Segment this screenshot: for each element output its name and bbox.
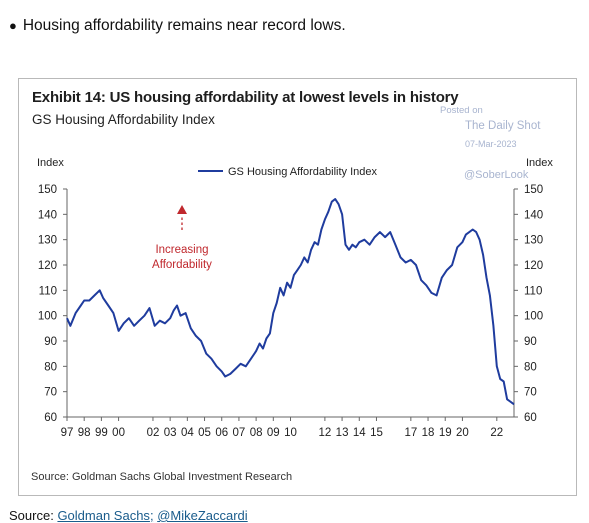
y-tick-label-right: 110 [524, 285, 542, 297]
source-link-zaccardi[interactable]: @MikeZaccardi [157, 508, 248, 523]
y-tick-label-left: 60 [44, 412, 57, 424]
source-note: Source: Goldman Sachs Global Investment … [31, 471, 293, 483]
x-tick-label: 98 [78, 427, 91, 439]
x-tick-label: 04 [181, 427, 194, 439]
y-tick-label-left: 140 [38, 209, 57, 221]
bullet-text: ● Housing affordability remains near reco… [9, 17, 346, 35]
exhibit-title: Exhibit 14: US housing affordability at … [32, 89, 459, 106]
bullet-text-label: Housing affordability remains near recor… [22, 17, 346, 34]
y-tick-label-left: 90 [44, 336, 57, 348]
series-line [66, 198, 515, 406]
x-tick-label: 97 [61, 427, 74, 439]
legend-label: GS Housing Affordability Index [228, 166, 377, 178]
watermark-site: The Daily Shot [465, 120, 541, 132]
x-tick-label: 22 [490, 427, 503, 439]
chart-plot: Index Index GS Housing Affordability Ind… [37, 157, 553, 439]
x-tick-label: 07 [233, 427, 246, 439]
exhibit-subtitle: GS Housing Affordability Index [32, 112, 215, 127]
y-tick-label-right: 100 [524, 311, 543, 323]
y-tick-label-right: 150 [524, 184, 543, 196]
annotation-line1: Increasing [155, 244, 208, 256]
watermark-posted-on: Posted on [440, 105, 483, 116]
y-axis-label-left: Index [37, 157, 64, 169]
x-tick-label: 00 [112, 427, 125, 439]
y-tick-label-left: 100 [38, 311, 57, 323]
watermark-date: 07-Mar-2023 [465, 139, 517, 149]
y-tick-label-right: 120 [524, 260, 543, 272]
x-tick-label: 12 [318, 427, 331, 439]
source-link-goldman-text: Goldman Sachs [57, 508, 150, 523]
y-tick-label-left: 110 [39, 285, 57, 297]
x-tick-label: 10 [284, 427, 297, 439]
y-tick-label-right: 130 [524, 235, 543, 247]
source-link-goldman[interactable]: Goldman Sachs; [57, 508, 154, 523]
exhibit-panel: Exhibit 14: US housing affordability at … [18, 78, 577, 496]
bullet-icon: ● [9, 18, 17, 33]
source-line: Source: Goldman Sachs; @MikeZaccardi [9, 508, 248, 523]
y-tick-label-left: 150 [38, 184, 57, 196]
y-axis-label-right: Index [526, 157, 553, 169]
y-tick-label-left: 130 [38, 235, 57, 247]
x-tick-label: 03 [164, 427, 177, 439]
x-tick-label: 09 [267, 427, 280, 439]
y-tick-label-right: 60 [524, 412, 537, 424]
y-tick-label-right: 140 [524, 209, 543, 221]
x-tick-label: 13 [336, 427, 349, 439]
y-tick-label-right: 80 [524, 361, 537, 373]
x-tick-label: 99 [95, 427, 108, 439]
y-tick-label-right: 70 [524, 387, 537, 399]
x-tick-label: 14 [353, 427, 366, 439]
x-tick-label: 19 [439, 427, 452, 439]
annotation-line2: Affordability [152, 259, 212, 271]
x-tick-label: 08 [250, 427, 263, 439]
y-tick-label-left: 120 [38, 260, 57, 272]
y-tick-label-left: 70 [44, 387, 57, 399]
x-tick-label: 20 [456, 427, 469, 439]
arrow-up-icon [177, 205, 187, 214]
source-label: Source: [9, 508, 54, 523]
x-tick-label: 17 [404, 427, 417, 439]
x-tick-label: 15 [370, 427, 383, 439]
x-tick-label: 02 [147, 427, 160, 439]
y-tick-label-left: 80 [44, 361, 57, 373]
x-tick-label: 05 [198, 427, 211, 439]
affordability-annotation: Increasing Affordability [152, 205, 212, 271]
watermark-handle: @SoberLook [464, 169, 529, 181]
x-tick-label: 06 [215, 427, 228, 439]
x-tick-label: 18 [422, 427, 435, 439]
y-tick-label-right: 90 [524, 336, 537, 348]
